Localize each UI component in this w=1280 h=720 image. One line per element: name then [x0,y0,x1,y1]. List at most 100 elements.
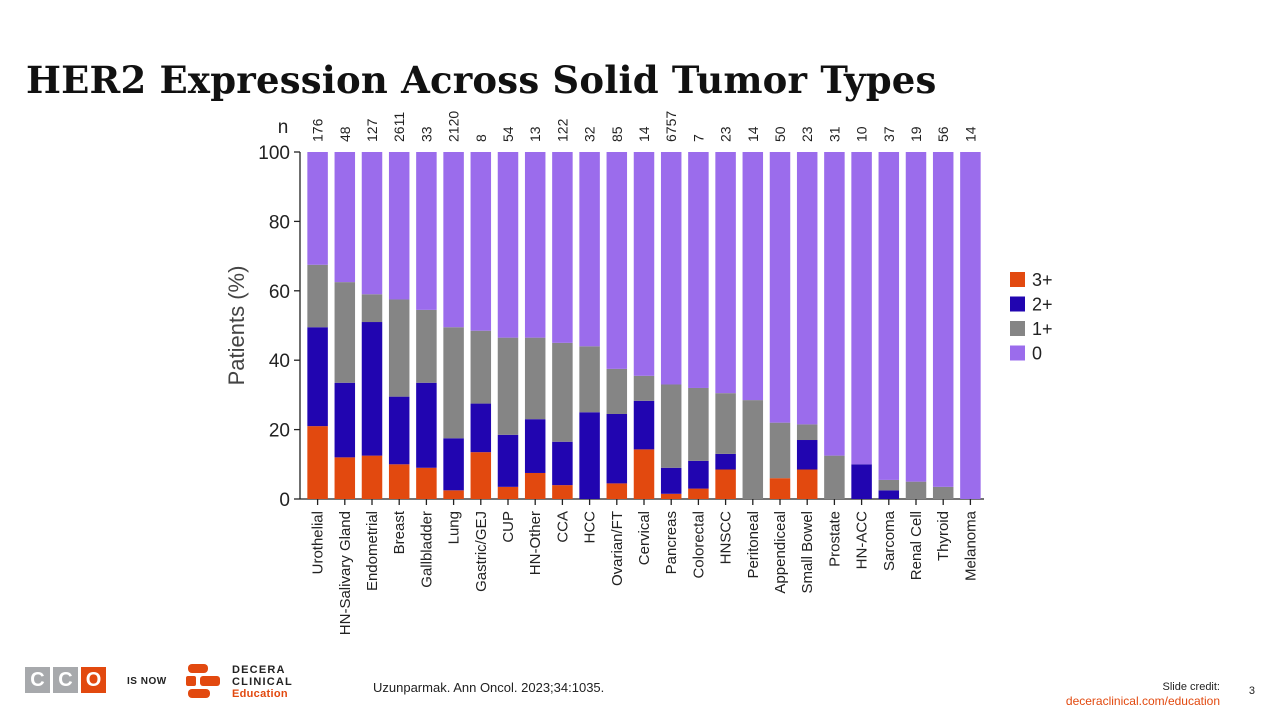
bar-segment-0 [552,152,573,343]
cco-logo-letter-3: O [81,667,106,693]
decera-logo-line1: DECERA [232,664,286,676]
x-tick-label: Breast [391,510,408,554]
bar-segment-0 [470,152,492,331]
decera-logo-text: DECERA CLINICAL Education [232,664,293,700]
legend-swatch [1010,321,1025,336]
bar-segment-1plus [361,294,383,323]
bar-segment-0 [416,152,437,310]
bar-segment-1plus [388,299,410,397]
x-tick-label: HN-Salivary Gland [337,511,354,635]
bar-segment-1plus [524,337,546,420]
n-value-label: 54 [500,126,516,142]
x-tick-label: Lung [446,511,463,544]
bar-segment-3plus [715,469,736,499]
bar-segment-1plus [742,400,764,499]
n-value-label: 14 [636,126,652,142]
bar-segment-3plus [796,469,818,499]
n-value-label: 14 [745,126,761,142]
n-value-label: 56 [935,126,951,142]
y-tick-label: 0 [279,490,290,511]
bar-segment-1plus [824,455,845,499]
bar-segment-0 [497,152,519,338]
bar-segment-1plus [416,309,437,383]
bar-segment-2plus [878,490,900,499]
bar-segment-0 [524,152,546,338]
bar-segment-3plus [361,455,383,499]
bar-segment-1plus [307,264,328,328]
x-tick-label: Gallbladder [418,511,435,588]
x-tick-label: Cervical [636,511,653,565]
bar-segment-0 [660,152,682,385]
legend-label: 0 [1032,344,1042,364]
y-tick-label: 100 [258,143,290,164]
bar-segment-1plus [552,342,573,442]
n-value-label: 2611 [391,112,407,142]
n-value-label: 122 [554,118,570,142]
bar-segment-0 [633,152,655,376]
n-value-label: 13 [527,126,543,142]
y-tick-label: 20 [269,421,290,442]
bar-segment-0 [688,152,709,388]
is-now-label: IS NOW [127,676,167,687]
n-value-label: 6757 [663,111,679,142]
bar-segment-0 [388,152,410,300]
bar-segment-2plus [579,412,600,499]
y-tick-label: 60 [269,282,290,303]
cco-logo-letter-2: C [53,667,78,693]
bar-segment-1plus [688,387,709,461]
x-tick-label: HN-ACC [854,511,871,569]
decera-logo-icon [186,664,220,698]
n-value-label: 2120 [446,111,462,142]
x-tick-label: Sarcoma [881,510,898,571]
slide-credit: Slide credit: deceraclinical.com/educati… [1066,680,1220,708]
bar-segment-2plus [497,434,519,487]
bar-segment-0 [742,152,764,401]
bar-segment-0 [878,152,900,480]
bar-segment-2plus [416,382,437,468]
n-value-label: 176 [310,118,326,142]
legend-label: 1+ [1032,319,1053,339]
bar-segment-2plus [688,460,709,489]
x-tick-label: Endometrial [364,511,381,591]
bar-segment-1plus [334,282,356,383]
bar-segment-3plus [443,490,464,499]
bar-segment-3plus [633,449,655,499]
bar-segment-0 [851,152,872,465]
bar-segment-1plus [878,479,900,491]
x-tick-label: Thyroid [935,511,952,561]
bar-segment-1plus [769,422,791,479]
slide-credit-link[interactable]: deceraclinical.com/education [1065,694,1220,708]
bar-segment-3plus [416,467,437,499]
bar-segment-2plus [443,438,464,491]
n-value-label: 19 [908,126,924,142]
y-tick-label: 40 [269,351,290,372]
bar-segment-1plus [606,368,628,414]
x-tick-label: Pancreas [663,511,680,574]
decera-logo-line2: CLINICAL [232,676,293,688]
bar-segment-1plus [796,424,818,441]
bar-segment-3plus [497,486,519,499]
x-tick-label: Peritoneal [745,511,762,579]
bar-segment-1plus [905,481,927,499]
bar-segment-2plus [796,440,818,470]
bar-segment-3plus [307,426,328,499]
bar-segment-0 [334,152,356,283]
x-tick-label: Colorectal [690,511,707,579]
cco-logo: C C O [25,667,106,693]
bar-segment-2plus [606,413,628,484]
n-value-label: 10 [854,126,870,142]
bar-segment-1plus [715,393,736,454]
bar-segment-2plus [715,453,736,470]
page-number: 3 [1248,685,1255,697]
bar-segment-2plus [361,322,383,456]
bar-segment-2plus [660,467,682,494]
x-tick-label: HNSCC [718,511,735,565]
n-value-label: 85 [609,126,625,142]
n-header-label: n [278,117,289,138]
bar-segment-1plus [443,327,464,439]
bar-segment-1plus [579,346,600,413]
bar-segment-0 [796,152,818,425]
bar-segment-0 [361,152,383,295]
n-value-label: 48 [337,126,353,142]
bar-segment-1plus [497,337,519,435]
